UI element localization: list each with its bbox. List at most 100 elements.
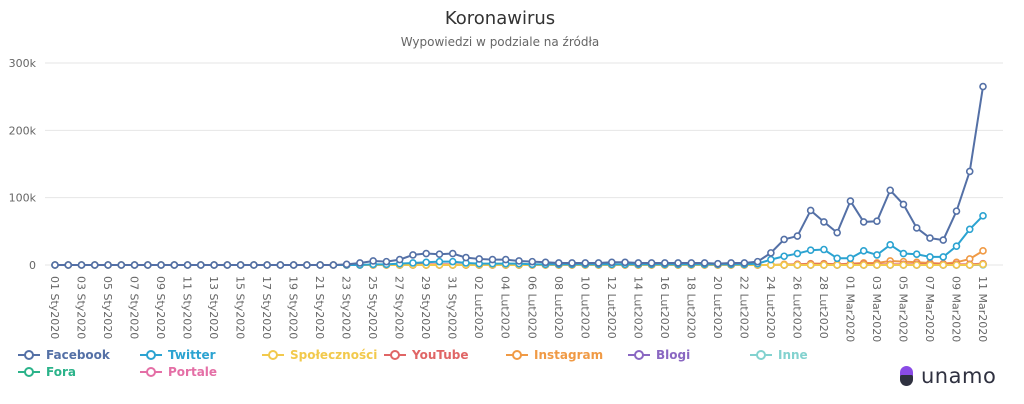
data-point — [939, 261, 948, 269]
legend-label: Portale — [168, 365, 218, 379]
x-tick-label: 06 Lut2020 — [525, 276, 538, 339]
data-point — [912, 250, 921, 259]
data-point — [965, 225, 974, 234]
data-point — [899, 261, 908, 269]
legend-swatch — [750, 349, 772, 361]
data-point — [197, 261, 205, 269]
legend-swatch — [506, 349, 528, 361]
data-point — [899, 249, 908, 258]
legend-swatch — [628, 349, 650, 361]
data-point — [621, 258, 629, 267]
x-tick-label: 25 Sty2020 — [366, 276, 379, 339]
legend-item-blogi[interactable]: Blogi — [628, 348, 690, 362]
x-tick-label: 09 Sty2020 — [154, 276, 167, 339]
data-point — [859, 218, 868, 226]
x-tick-label: 05 Sty2020 — [101, 276, 114, 339]
data-point — [77, 261, 86, 269]
legend-item-spo-eczno-ci[interactable]: Społeczności — [262, 348, 377, 362]
data-point — [793, 232, 802, 240]
data-point — [568, 259, 576, 267]
data-point — [820, 245, 828, 254]
data-point — [541, 258, 550, 267]
data-point — [806, 206, 815, 215]
data-point — [581, 259, 590, 267]
data-point — [528, 257, 537, 266]
data-point — [448, 257, 457, 266]
x-tick-label: 28 Lut2020 — [817, 276, 830, 339]
legend-item-fora[interactable]: Fora — [18, 365, 76, 379]
legend-swatch — [262, 349, 284, 361]
data-point — [820, 261, 828, 269]
data-point — [873, 217, 881, 226]
x-tick-label: 17 Sty2020 — [260, 276, 273, 339]
x-tick-label: 04 Lut2020 — [499, 276, 512, 339]
x-tick-label: 18 Lut2020 — [684, 276, 697, 339]
data-point — [687, 259, 696, 267]
data-point — [806, 246, 815, 254]
data-point — [873, 251, 881, 259]
data-point — [714, 259, 722, 268]
legend-item-facebook[interactable]: Facebook — [18, 348, 110, 362]
x-tick-label: 09 Mar2020 — [949, 276, 962, 342]
legend-item-portale[interactable]: Portale — [140, 365, 217, 379]
legend-label: Społeczności — [290, 348, 378, 362]
data-point — [382, 257, 391, 266]
data-point — [170, 261, 179, 269]
data-point — [276, 261, 285, 269]
x-tick-label: 10 Lut2020 — [578, 276, 591, 339]
data-point — [661, 259, 669, 267]
data-point — [833, 228, 841, 237]
data-point — [780, 235, 788, 244]
x-tick-label: 23 Sty2020 — [340, 276, 353, 339]
legend-swatch — [384, 349, 406, 361]
legend-item-youtube[interactable]: YouTube — [384, 348, 469, 362]
legend-label: Inne — [778, 348, 808, 362]
data-point — [833, 254, 841, 263]
series-layer — [51, 82, 987, 269]
x-tick-label: 03 Sty2020 — [75, 276, 88, 339]
data-point — [859, 261, 868, 269]
x-tick-label: 07 Mar2020 — [923, 276, 936, 342]
data-point — [753, 257, 762, 266]
data-point — [117, 261, 126, 269]
data-point — [979, 82, 987, 91]
unamo-logo: unamo — [900, 364, 996, 388]
data-point — [409, 251, 417, 259]
x-tick-label: 13 Sty2020 — [207, 276, 220, 339]
data-point — [859, 247, 868, 255]
legend-label: Blogi — [656, 348, 691, 362]
data-point — [793, 249, 802, 258]
data-point — [886, 186, 895, 195]
data-point — [846, 254, 855, 263]
legend-swatch — [18, 349, 40, 361]
legend-label: Facebook — [46, 348, 110, 362]
data-point — [979, 260, 987, 269]
data-point — [515, 257, 523, 265]
x-tick-label: 01 Sty2020 — [48, 276, 61, 339]
data-point — [965, 167, 974, 176]
data-point — [236, 261, 245, 269]
data-point — [51, 261, 59, 269]
legend-item-inne[interactable]: Inne — [750, 348, 808, 362]
x-tick-label: 02 Lut2020 — [472, 276, 485, 339]
data-point — [462, 253, 470, 262]
x-tick-label: 08 Lut2020 — [552, 276, 565, 339]
data-point — [740, 259, 749, 267]
data-point — [607, 258, 616, 267]
data-point — [979, 212, 987, 220]
legend-item-twitter[interactable]: Twitter — [140, 348, 216, 362]
data-point — [939, 253, 948, 261]
x-tick-label: 01 Mar2020 — [843, 276, 856, 342]
legend-label: YouTube — [412, 348, 469, 362]
legend-item-instagram[interactable]: Instagram — [506, 348, 603, 362]
brand-name: unamo — [921, 364, 997, 388]
x-tick-label: 07 Sty2020 — [128, 276, 141, 339]
x-tick-label: 29 Sty2020 — [419, 276, 432, 339]
data-point — [435, 250, 444, 259]
data-point — [554, 259, 563, 267]
series-line — [55, 86, 984, 266]
data-point — [674, 259, 682, 267]
legend-swatch — [18, 366, 40, 378]
x-tick-label: 12 Lut2020 — [605, 276, 618, 339]
data-point — [488, 255, 497, 264]
